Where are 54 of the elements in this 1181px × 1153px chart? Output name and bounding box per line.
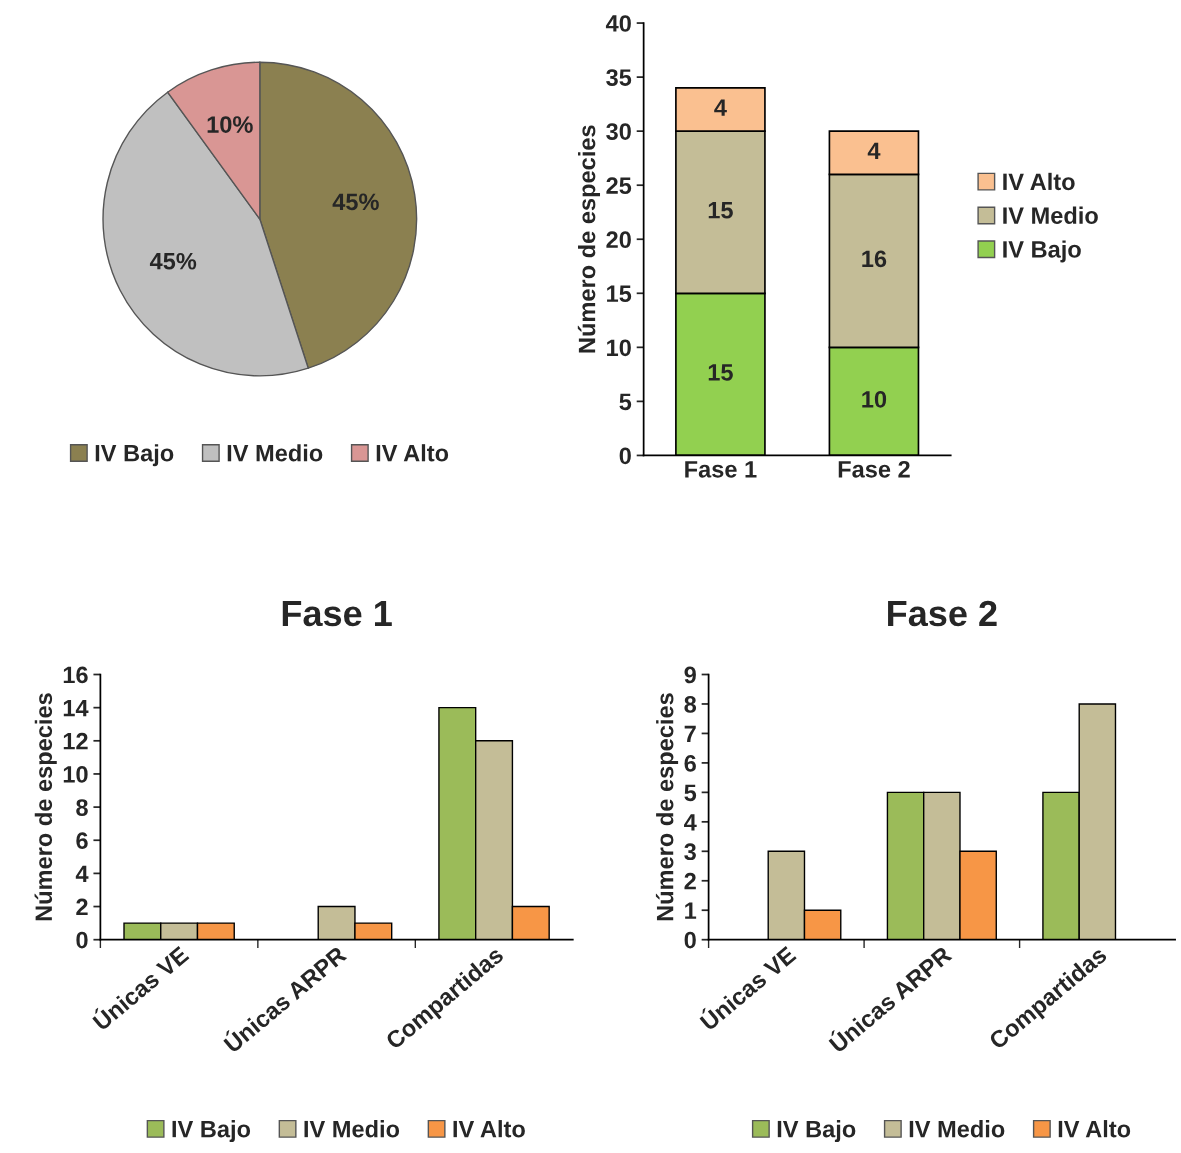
y-axis-title: Número de especies: [34, 693, 57, 921]
data-label: 45%: [332, 193, 379, 211]
data-label: 4: [867, 142, 881, 159]
y-tick-label: 6: [684, 754, 696, 772]
legend-label: IV Alto: [453, 1120, 525, 1138]
data-label: 10%: [207, 116, 253, 133]
y-tick-label: 6: [76, 832, 88, 850]
y-tick-label: 30: [606, 123, 631, 140]
y-tick-label: 40: [605, 15, 631, 32]
legend-label: IV Alto: [1058, 1120, 1131, 1138]
y-axis-title: Número de especies: [655, 693, 679, 921]
y-axis-title: Número de especies: [577, 125, 601, 353]
y-tick-label: 0: [76, 931, 88, 949]
legend-label: IV Bajo: [777, 1120, 856, 1143]
legend-label: IV Alto: [1003, 172, 1075, 191]
y-tick-label: 14: [63, 699, 89, 717]
y-tick-label: 5: [684, 784, 697, 802]
legend-label: IV Medio: [1003, 206, 1098, 224]
data-label: 16: [862, 250, 887, 268]
y-tick-label: 12: [63, 732, 88, 750]
legend-label: IV Medio: [227, 444, 323, 462]
y-tick-label: 0: [619, 447, 631, 465]
data-label: 45%: [149, 252, 197, 270]
y-tick-label: 10: [607, 339, 631, 357]
y-tick-label: 5: [619, 393, 632, 411]
y-tick-label: 8: [76, 799, 88, 816]
y-tick-label: 4: [75, 865, 89, 882]
data-label: 15: [708, 364, 733, 381]
legend-label: IV Bajo: [1003, 240, 1081, 263]
y-tick-label: 2: [684, 872, 696, 890]
legend-label: IV Bajo: [95, 444, 174, 467]
y-tick-label: 9: [684, 666, 696, 684]
y-tick-label: 4: [684, 814, 697, 831]
data-label: 10: [862, 391, 887, 408]
legend-label: IV Bajo: [172, 1120, 251, 1143]
chart-title: Fase 1: [282, 601, 392, 627]
y-tick-label: 3: [684, 843, 696, 861]
y-tick-label: 2: [76, 898, 88, 916]
y-tick-label: 35: [606, 69, 632, 86]
y-tick-label: 20: [606, 231, 631, 249]
y-tick-label: 15: [607, 285, 632, 303]
y-tick-label: 1: [685, 902, 697, 919]
y-tick-label: 0: [684, 931, 696, 949]
legend-label: IV Alto: [376, 444, 449, 462]
legend-label: IV Medio: [909, 1120, 1005, 1138]
y-tick-label: 7: [684, 725, 696, 742]
chart-title: Fase 2: [888, 600, 997, 627]
y-tick-label: 25: [606, 177, 632, 194]
legend-label: IV Medio: [304, 1120, 400, 1138]
y-tick-label: 8: [684, 696, 697, 713]
data-label: 15: [708, 202, 733, 219]
y-tick-label: 10: [63, 766, 88, 783]
data-label: 4: [714, 99, 727, 116]
y-tick-label: 16: [63, 666, 88, 684]
